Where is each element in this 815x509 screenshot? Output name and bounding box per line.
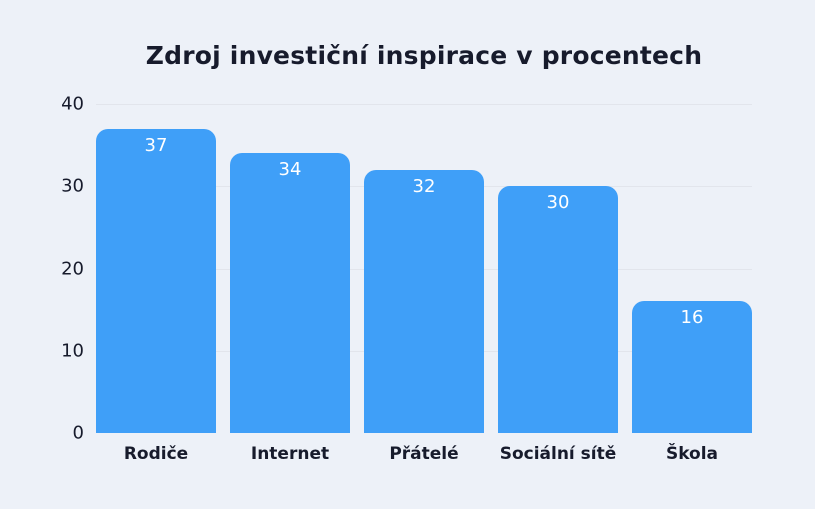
bars-group: 37 34 32 30 16 xyxy=(96,104,752,433)
bar-socialni-site: 30 xyxy=(498,186,618,433)
bar-skola: 16 xyxy=(632,301,752,433)
x-axis-label-rodice: Rodiče xyxy=(123,444,189,464)
bar-value-pratele: 32 xyxy=(412,175,436,197)
x-axis-label-socialni-site: Sociální sítě xyxy=(499,444,617,464)
x-axis-label-pratele: Přátelé xyxy=(389,444,459,464)
plot-area: 40 30 20 10 0 37 34 32 30 16 Rodiče Inte… xyxy=(61,94,752,464)
bar-pratele: 32 xyxy=(364,169,484,433)
x-axis-labels: Rodiče Internet Přátelé Sociální sítě Šk… xyxy=(96,444,752,464)
y-axis-tick-30: 30 xyxy=(61,175,84,197)
bar-value-skola: 16 xyxy=(680,307,704,329)
y-axis-tick-10: 10 xyxy=(61,340,84,362)
chart-title: Zdroj investiční inspirace v procentech xyxy=(145,41,703,70)
y-axis-tick-20: 20 xyxy=(61,258,84,279)
x-axis-label-skola: Škola xyxy=(665,444,719,464)
y-axis-tick-0: 0 xyxy=(72,422,84,444)
bar-value-internet: 34 xyxy=(278,159,302,181)
gridline-40 xyxy=(96,104,752,105)
bar-value-rodice: 37 xyxy=(144,134,168,156)
bar-value-socialni-site: 30 xyxy=(546,192,570,214)
x-axis-label-internet: Internet xyxy=(250,444,330,464)
bar-rodice: 37 xyxy=(96,128,216,433)
y-axis-tick-40: 40 xyxy=(61,93,84,115)
bar-internet: 34 xyxy=(230,153,350,433)
